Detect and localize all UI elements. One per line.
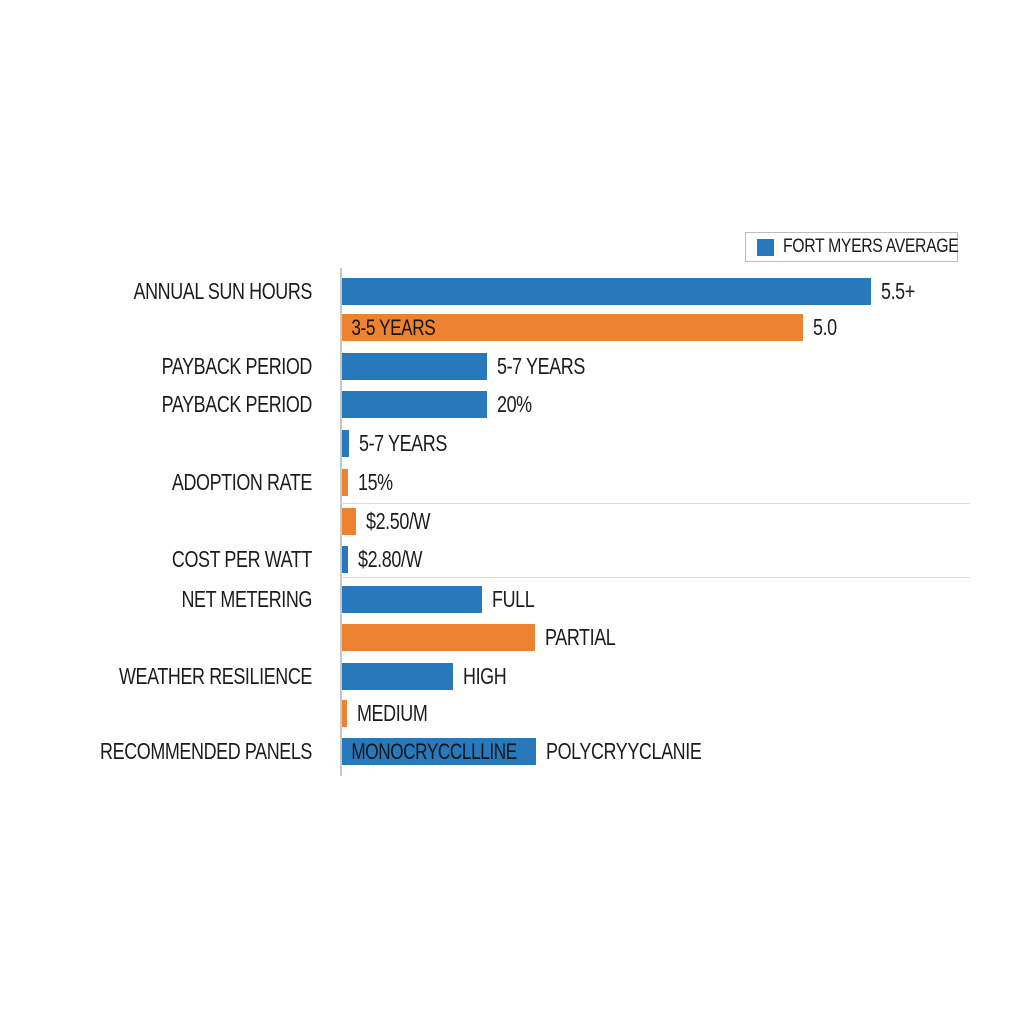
bar — [342, 546, 348, 573]
category-label — [69, 430, 312, 457]
chart-row: NET METERING FULL — [0, 586, 1024, 613]
chart-row: $2.50/W — [0, 508, 1024, 535]
value-label: $2.80/W — [358, 546, 423, 572]
category-label — [69, 508, 312, 535]
chart-row: COST PER WATT $2.80/W — [0, 546, 1024, 573]
bar-inner-label: MONOCRYCCLLLINE — [351, 739, 517, 764]
chart-row: PARTIAL — [0, 624, 1024, 651]
value-label: PARTIAL — [545, 624, 616, 650]
value-label: POLYCRYYCLANIE — [546, 738, 702, 764]
chart-row: PAYBACK PERIOD 5-7 YEARS — [0, 353, 1024, 380]
legend-label: FORT MYERS AVERAGE — [783, 236, 959, 257]
category-label — [69, 314, 312, 341]
bar — [342, 469, 348, 496]
value-label: HIGH — [463, 663, 507, 689]
category-label — [69, 624, 312, 651]
value-label: 5.0 — [813, 314, 837, 340]
value-label: 5-7 YEARS — [497, 353, 585, 379]
value-label: 5.5+ — [881, 278, 915, 304]
bar — [342, 353, 487, 380]
bar — [342, 586, 482, 613]
chart-row: ANNUAL SUN HOURS 5.5+ — [0, 278, 1024, 305]
chart-row: RECOMMENDED PANELS MONOCRYCCLLLINE POLYC… — [0, 738, 1024, 765]
category-label: NET METERING — [181, 586, 312, 612]
category-label: COST PER WATT — [171, 546, 313, 572]
value-label: $2.50/W — [366, 508, 431, 534]
chart-row: ADOPTION RATE 15% — [0, 469, 1024, 496]
bar — [342, 663, 453, 690]
value-label: 20% — [497, 391, 532, 417]
bar-inner-label: 3-5 YEARS — [351, 315, 436, 340]
chart-row: 5-7 YEARS — [0, 430, 1024, 457]
bar — [342, 430, 349, 457]
bar — [342, 700, 347, 727]
bar — [342, 624, 535, 651]
gridline — [341, 503, 970, 504]
bar — [342, 391, 487, 418]
gridline — [341, 577, 970, 578]
bar — [342, 278, 871, 305]
value-label: 15% — [358, 469, 393, 495]
category-label: PAYBACK PERIOD — [161, 353, 313, 379]
y-axis-line — [340, 268, 342, 776]
category-label: RECOMMENDED PANELS — [100, 738, 312, 764]
chart-row: WEATHER RESILIENCE HIGH — [0, 663, 1024, 690]
bar — [342, 508, 356, 535]
category-label: WEATHER RESILIENCE — [118, 663, 312, 689]
chart-row: 3-5 YEARS 5.0 — [0, 314, 1024, 341]
category-label — [69, 700, 312, 727]
chart-row: MEDIUM — [0, 700, 1024, 727]
legend: FORT MYERS AVERAGE — [745, 232, 959, 262]
value-label: FULL — [492, 586, 535, 612]
chart-row: PAYBACK PERIOD 20% — [0, 391, 1024, 418]
bar: MONOCRYCCLLLINE — [342, 738, 536, 765]
category-label: ADOPTION RATE — [171, 469, 313, 495]
category-label: PAYBACK PERIOD — [161, 391, 313, 417]
category-label: ANNUAL SUN HOURS — [133, 278, 312, 304]
value-label: 5-7 YEARS — [359, 430, 447, 456]
bar: 3-5 YEARS — [342, 314, 803, 341]
value-label: MEDIUM — [357, 700, 428, 726]
legend-swatch-icon — [757, 238, 774, 256]
